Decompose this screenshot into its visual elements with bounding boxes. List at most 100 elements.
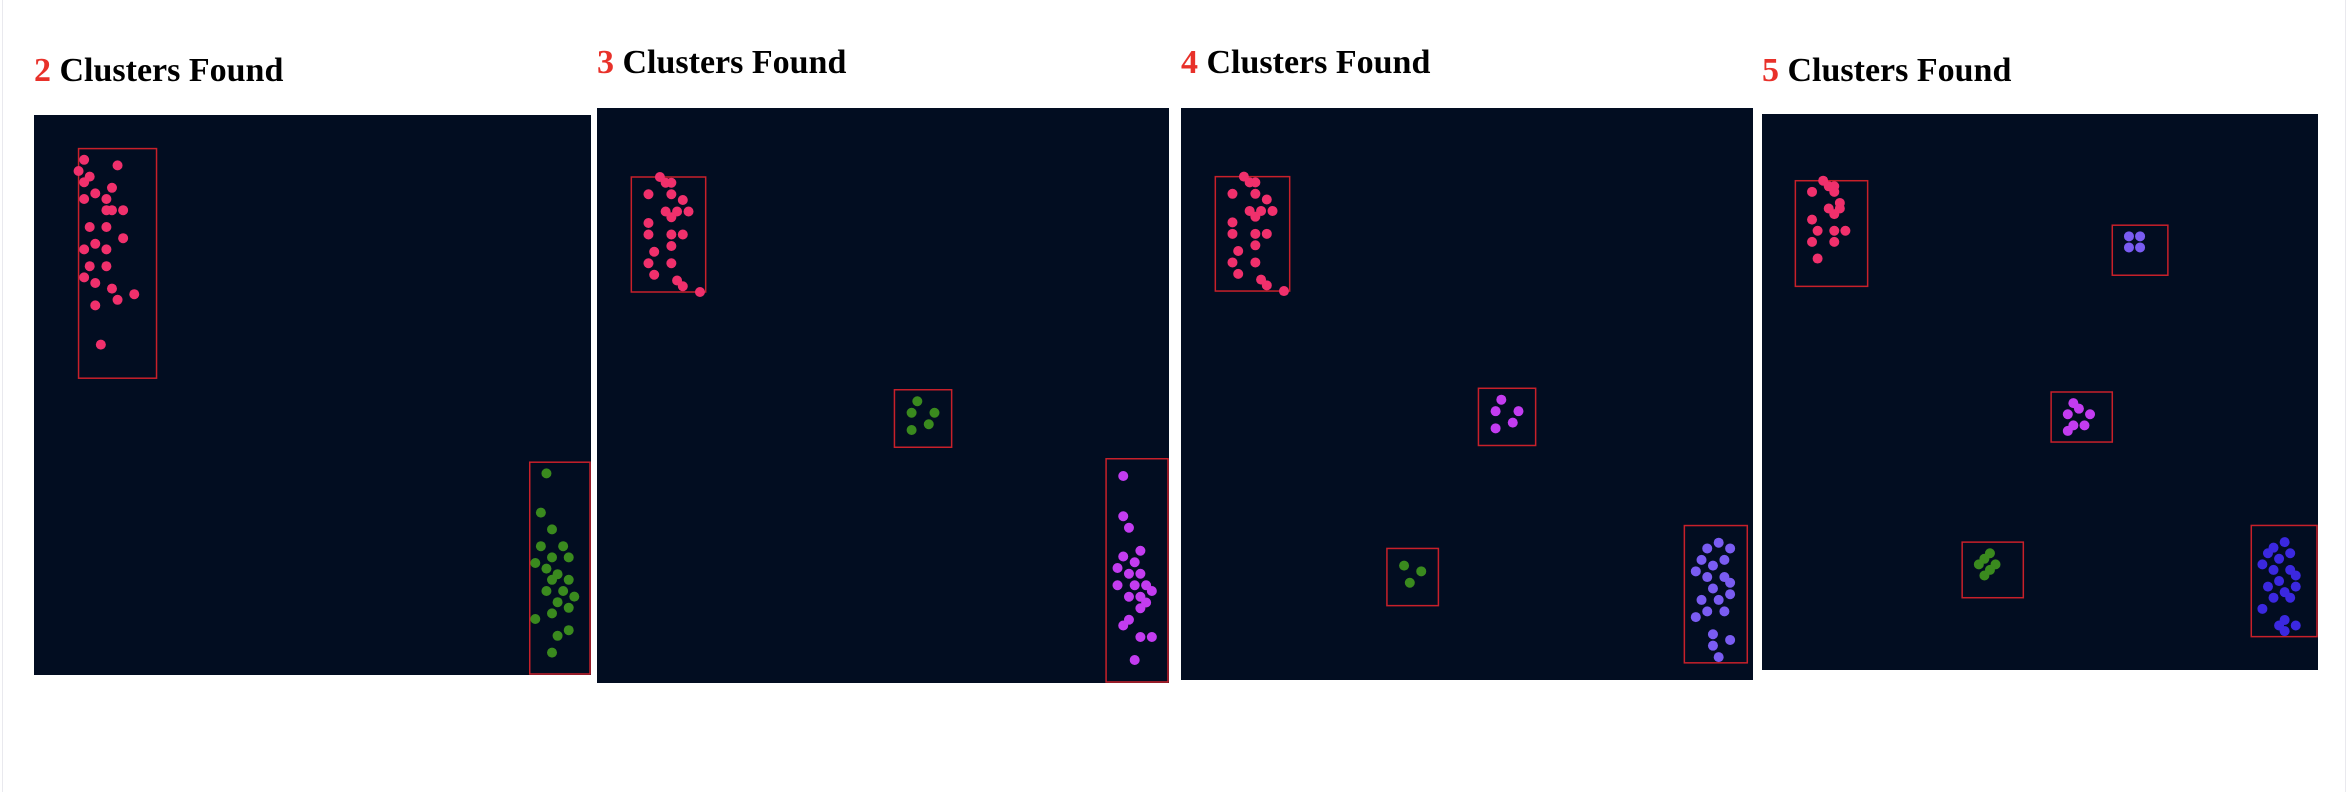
data-point	[683, 206, 694, 217]
data-point	[552, 630, 563, 641]
data-point	[906, 407, 917, 418]
data-point	[1829, 209, 1840, 220]
data-point	[1250, 240, 1261, 251]
scatter-plot	[1762, 114, 2318, 670]
data-point	[2123, 231, 2134, 242]
data-point	[2062, 425, 2073, 436]
data-point	[530, 614, 541, 624]
data-point	[1118, 620, 1129, 631]
cluster-bounding-box	[2050, 391, 2114, 443]
cluster-1	[1794, 175, 1869, 288]
data-point	[1112, 580, 1123, 591]
data-point	[2062, 409, 2073, 420]
title-suffix: Clusters Found	[59, 52, 284, 89]
data-point	[1979, 570, 1990, 581]
data-point	[643, 218, 654, 228]
data-point	[666, 258, 677, 269]
cluster-1	[73, 147, 158, 379]
data-point	[535, 507, 546, 518]
title-suffix: Clusters Found	[622, 44, 847, 81]
cluster-4	[1683, 524, 1749, 664]
data-point	[666, 189, 677, 200]
data-point	[1261, 228, 1272, 239]
data-point	[101, 244, 112, 255]
data-point	[1123, 522, 1134, 533]
cluster-bounding-box	[893, 389, 953, 448]
panel-title: 2 Clusters Found	[34, 54, 283, 88]
data-point	[2274, 576, 2285, 587]
data-point	[2135, 231, 2146, 242]
scatter-svg	[630, 172, 1169, 683]
data-point	[2268, 564, 2279, 575]
cluster-bounding-box	[2250, 524, 2318, 638]
data-point	[677, 195, 688, 205]
data-point	[1227, 228, 1238, 239]
scatter-plot	[597, 108, 1169, 683]
data-point	[101, 194, 112, 204]
title-suffix: Clusters Found	[1206, 44, 1431, 81]
data-point	[923, 419, 934, 430]
cluster-4	[1961, 541, 2025, 599]
data-point	[552, 597, 563, 608]
data-point	[106, 205, 117, 216]
data-point	[1713, 537, 1724, 548]
cluster-bounding-box	[1683, 524, 1749, 664]
data-point	[2279, 626, 2290, 637]
data-point	[79, 194, 90, 204]
data-point	[1399, 560, 1410, 571]
data-point	[1719, 606, 1730, 617]
data-point	[1118, 511, 1129, 522]
data-point	[1840, 225, 1851, 236]
data-point	[547, 608, 558, 619]
data-point	[1250, 177, 1261, 188]
data-point	[2290, 570, 2301, 581]
cluster-count: 4	[1181, 44, 1198, 81]
cluster-1	[1214, 171, 1291, 297]
data-point	[547, 574, 558, 585]
data-point	[79, 272, 90, 283]
cluster-bounding-box	[528, 461, 591, 675]
data-point	[1135, 632, 1146, 642]
data-point	[2268, 592, 2279, 603]
data-point	[118, 205, 129, 216]
data-point	[2290, 581, 2301, 592]
data-point	[535, 541, 546, 552]
data-point	[666, 177, 677, 188]
data-point	[1829, 225, 1840, 236]
data-point	[541, 468, 552, 479]
cluster-bounding-box	[1386, 547, 1440, 607]
data-point	[547, 647, 558, 658]
data-point	[1690, 566, 1701, 577]
data-point	[84, 261, 95, 272]
data-point	[1513, 406, 1524, 417]
data-point	[1135, 545, 1146, 556]
data-point	[90, 278, 101, 288]
cluster-bounding-box	[1214, 175, 1291, 292]
cluster-bounding-box	[2111, 224, 2169, 276]
data-point	[1129, 580, 1140, 591]
data-point	[1725, 634, 1736, 645]
data-point	[912, 396, 923, 407]
data-point	[95, 339, 106, 350]
data-point	[1227, 188, 1238, 199]
data-point	[1707, 629, 1718, 640]
data-point	[1146, 632, 1157, 642]
data-point	[1112, 563, 1123, 573]
data-point	[1713, 594, 1724, 605]
data-point	[90, 188, 101, 199]
data-point	[1973, 559, 1984, 570]
data-point	[1807, 186, 1818, 197]
data-point	[677, 281, 688, 292]
data-point	[73, 166, 84, 176]
data-point	[2285, 592, 2296, 603]
data-point	[2279, 537, 2290, 548]
data-point	[1707, 560, 1718, 571]
data-point	[906, 425, 917, 435]
data-point	[677, 229, 688, 240]
data-point	[2290, 620, 2301, 631]
data-point	[2085, 409, 2096, 420]
data-point	[1123, 568, 1134, 579]
data-point	[112, 294, 123, 305]
data-point	[643, 229, 654, 240]
data-point	[666, 212, 677, 223]
